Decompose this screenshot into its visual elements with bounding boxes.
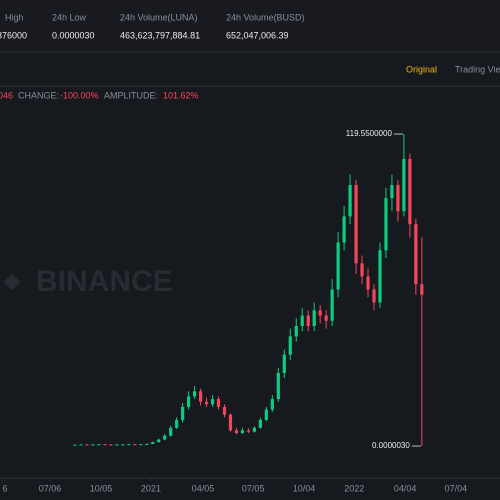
candle-body: [109, 444, 113, 446]
x-tick-label: 07/06: [39, 483, 62, 493]
annotation-label: 0.0000030: [372, 441, 410, 450]
candle-body: [169, 427, 173, 436]
candle-body: [276, 372, 280, 400]
candle-body: [294, 325, 298, 337]
amplitude-value: 101.62%: [163, 90, 199, 100]
watermark-text: BINANCE: [36, 265, 173, 298]
x-tick-label: 10/04: [293, 483, 316, 493]
candle-body: [300, 315, 304, 326]
candle-body: [324, 315, 328, 321]
x-tick-label: 6: [3, 483, 8, 493]
stat-value: 376000: [0, 30, 27, 40]
candle-body: [121, 444, 125, 446]
stats-bar: [0, 0, 500, 52]
candle-body: [342, 216, 346, 243]
candle-body: [366, 276, 370, 290]
x-tick-label: 2021: [141, 483, 161, 493]
x-tick-label: 10/05: [90, 483, 113, 493]
candle-body: [258, 419, 262, 428]
x-tick-label: 04/05: [192, 483, 215, 493]
candle-body: [181, 406, 185, 420]
candle-body: [318, 310, 322, 316]
candle-body: [282, 354, 286, 373]
candle-body: [216, 399, 221, 407]
candle-body: [408, 158, 412, 225]
candle-body: [378, 250, 382, 303]
candle-body: [360, 263, 364, 277]
candle-body: [79, 444, 83, 446]
candle-body: [204, 401, 209, 405]
candle-body: [354, 185, 358, 264]
candle-body: [85, 444, 89, 446]
stat-label: 24h Volume(LUNA): [120, 12, 198, 22]
candle-body: [151, 442, 155, 444]
candle-body: [246, 430, 251, 432]
candle-body: [348, 185, 352, 217]
x-tick-label: 2022: [344, 483, 364, 493]
candle-body: [390, 185, 394, 199]
candle-body: [103, 444, 107, 446]
candle-body: [97, 444, 101, 446]
candle-body: [115, 444, 119, 446]
candle-body: [157, 439, 161, 443]
candle-body: [312, 310, 316, 326]
candle-body: [145, 443, 149, 445]
candle-body: [133, 444, 137, 446]
candle-body: [306, 315, 310, 326]
candle-body: [396, 185, 400, 212]
watermark: BINANCE: [3, 265, 173, 298]
candle-body: [372, 289, 376, 303]
candle-body: [91, 444, 95, 446]
change-value: -100.00%: [60, 90, 99, 100]
candle-body: [414, 224, 418, 285]
candle-body: [264, 409, 268, 420]
candle-body: [210, 399, 215, 405]
candle-body: [240, 430, 245, 433]
candle-body: [336, 242, 340, 290]
candle-body: [187, 396, 191, 407]
open-value: 046: [0, 90, 13, 100]
stat-label: High: [5, 12, 24, 22]
candle-body: [270, 399, 274, 410]
stat-value: 652,047,006.39: [226, 30, 289, 40]
candle-body: [127, 444, 131, 446]
candle-body: [228, 414, 233, 431]
candle-body: [420, 284, 424, 295]
stat-label: 24h Low: [52, 12, 87, 22]
tab-trading-view[interactable]: Trading View: [455, 64, 500, 74]
candle-body: [234, 430, 239, 433]
stat-label: 24h Volume(BUSD): [226, 12, 305, 22]
candle-body: [73, 444, 77, 446]
candle-body: [198, 391, 203, 402]
amplitude-label: AMPLITUDE:: [104, 90, 158, 100]
tab-original[interactable]: Original: [406, 64, 437, 74]
candle-body: [192, 391, 197, 397]
candle-body: [222, 406, 227, 415]
x-tick-label: 07/04: [445, 483, 468, 493]
candle-body: [252, 427, 256, 432]
stat-value: 0.0000030: [52, 30, 95, 40]
candle-body: [288, 336, 292, 355]
x-tick-label: 04/04: [394, 483, 417, 493]
stat-value: 463,623,797,884.81: [120, 30, 200, 40]
candle-body: [402, 158, 406, 212]
candle-body: [330, 289, 334, 321]
candle-body: [175, 419, 179, 428]
candle-body: [384, 198, 388, 251]
change-label: CHANGE:: [18, 90, 59, 100]
candle-body: [139, 444, 143, 446]
x-tick-label: 07/05: [242, 483, 265, 493]
candle-body: [163, 435, 167, 440]
annotation-label: 119.5500000: [346, 129, 393, 138]
